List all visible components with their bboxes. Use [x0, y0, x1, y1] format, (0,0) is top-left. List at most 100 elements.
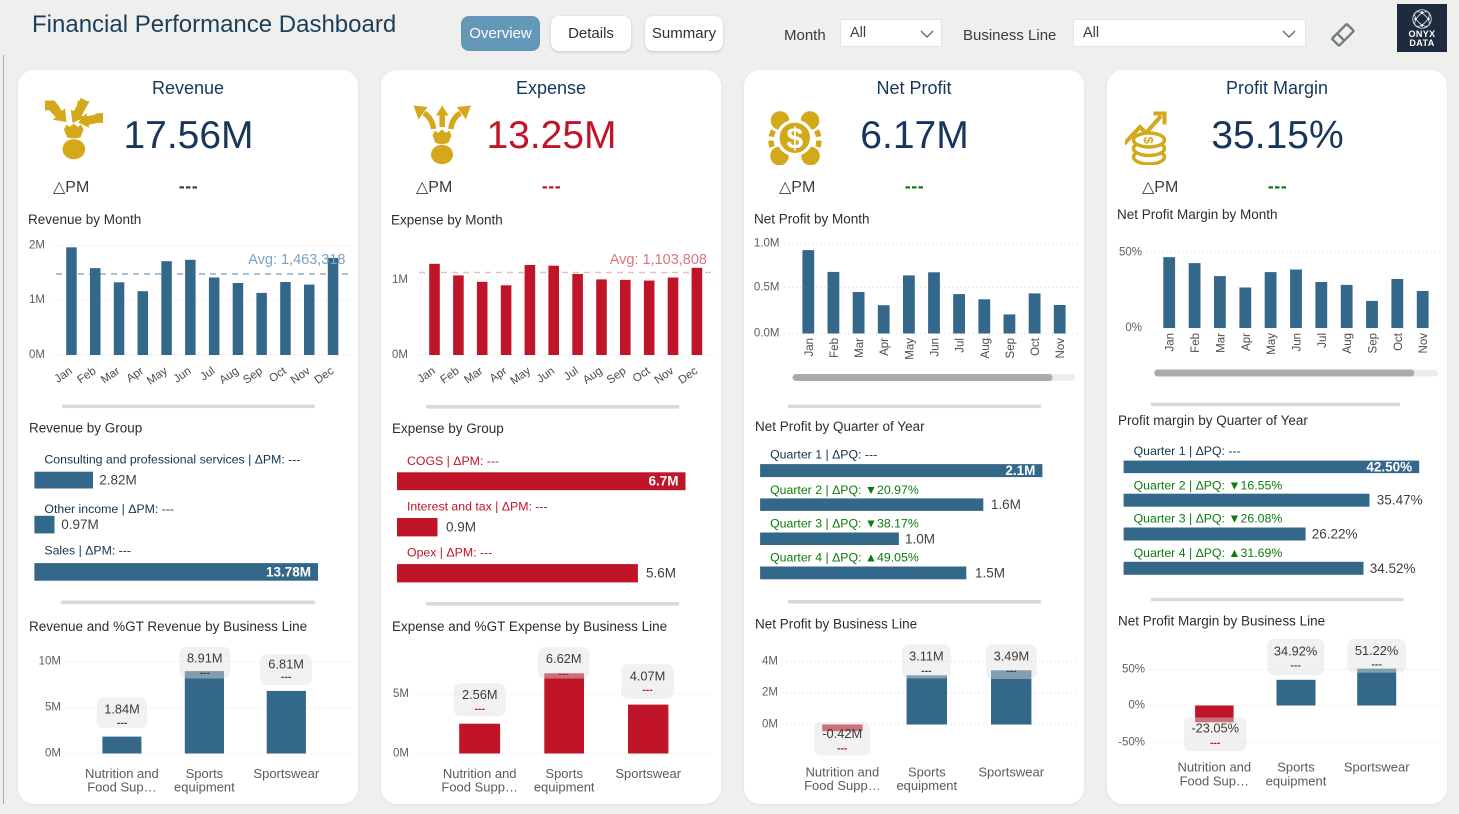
svg-text:$: $ [1141, 137, 1156, 145]
svg-text:1M: 1M [392, 274, 408, 286]
svg-text:35.47%: 35.47% [1377, 493, 1423, 508]
svg-text:Aug: Aug [217, 365, 241, 387]
svg-text:equipment: equipment [1266, 773, 1327, 788]
svg-text:Consulting and professional se: Consulting and professional services | Δ… [44, 453, 300, 467]
svg-text:1.5M: 1.5M [975, 565, 1005, 580]
svg-text:Jul: Jul [562, 365, 581, 383]
svg-text:0.5M: 0.5M [754, 282, 780, 294]
svg-text:42.50%: 42.50% [1366, 459, 1412, 474]
svg-text:Apr: Apr [488, 365, 510, 385]
svg-text:Sep: Sep [1368, 333, 1380, 353]
svg-text:Net Profit Margin by Business: Net Profit Margin by Business Line [1118, 614, 1325, 629]
svg-text:Quarter 4 | ΔPQ: ▲31.69%: Quarter 4 | ΔPQ: ▲31.69% [1134, 546, 1283, 560]
svg-text:Food Sup…: Food Sup… [1180, 773, 1249, 788]
svg-text:Sports: Sports [1277, 760, 1315, 775]
svg-text:50%: 50% [1122, 664, 1145, 676]
svg-text:Sportswear: Sportswear [1344, 760, 1410, 775]
svg-text:-0.42M: -0.42M [822, 726, 862, 741]
svg-text:---: --- [642, 684, 653, 696]
svg-text:May: May [145, 365, 170, 387]
svg-text:Quarter 2 | ΔPQ: ▼16.55%: Quarter 2 | ΔPQ: ▼16.55% [1134, 478, 1283, 492]
svg-text:Food Supp…: Food Supp… [441, 780, 518, 795]
svg-text:0%: 0% [1125, 322, 1142, 334]
svg-text:Avg: 1,463,318: Avg: 1,463,318 [248, 252, 345, 268]
svg-text:0M: 0M [45, 748, 61, 760]
svg-text:Sportswear: Sportswear [253, 766, 319, 781]
svg-text:50%: 50% [1119, 247, 1142, 259]
svg-text:Mar: Mar [462, 365, 485, 386]
svg-text:2.56M: 2.56M [462, 687, 498, 702]
svg-text:Jul: Jul [955, 338, 967, 353]
svg-text:0.9M: 0.9M [446, 520, 476, 535]
svg-text:---: --- [200, 667, 211, 679]
svg-text:Jun: Jun [1292, 333, 1304, 352]
svg-text:Apr: Apr [879, 338, 891, 356]
svg-text:$: $ [786, 123, 803, 156]
svg-text:Apr: Apr [1241, 333, 1253, 351]
svg-text:Jun: Jun [535, 365, 557, 385]
svg-text:2M: 2M [762, 687, 778, 699]
svg-text:Expense and %GT Expense by Bus: Expense and %GT Expense by Business Line [392, 619, 667, 634]
svg-text:Feb: Feb [438, 365, 461, 386]
svg-text:4.07M: 4.07M [630, 669, 666, 684]
svg-text:1.6M: 1.6M [991, 497, 1021, 512]
svg-text:Sports: Sports [545, 766, 583, 781]
svg-text:---: --- [475, 703, 486, 715]
svg-text:Jul: Jul [198, 365, 217, 383]
svg-text:2.1M: 2.1M [1005, 463, 1035, 478]
svg-text:Net Profit Margin by Month: Net Profit Margin by Month [1117, 207, 1278, 222]
svg-text:Food Sup…: Food Sup… [87, 780, 156, 795]
svg-text:---: --- [837, 743, 848, 755]
svg-text:Quarter 2 | ΔPQ: ▼20.97%: Quarter 2 | ΔPQ: ▼20.97% [770, 483, 919, 497]
svg-text:1.0M: 1.0M [754, 238, 780, 250]
svg-text:Nov: Nov [289, 365, 313, 387]
svg-text:1.84M: 1.84M [104, 701, 140, 716]
svg-text:Sportswear: Sportswear [615, 766, 681, 781]
svg-text:34.52%: 34.52% [1370, 561, 1416, 576]
svg-text:Mar: Mar [99, 365, 122, 386]
svg-text:0M: 0M [29, 349, 45, 361]
svg-text:Sportswear: Sportswear [978, 765, 1044, 780]
svg-text:6.7M: 6.7M [648, 474, 678, 489]
svg-text:26.22%: 26.22% [1312, 527, 1358, 542]
svg-text:Nov: Nov [1418, 333, 1430, 354]
svg-text:5M: 5M [393, 688, 409, 700]
svg-text:1M: 1M [29, 294, 45, 306]
svg-text:Quarter 1 | ΔPQ: ---: Quarter 1 | ΔPQ: --- [770, 448, 877, 462]
svg-text:51.22%: 51.22% [1355, 643, 1398, 658]
svg-text:Nutrition and: Nutrition and [806, 765, 880, 780]
svg-text:Sep: Sep [1005, 338, 1017, 358]
svg-text:6.81M: 6.81M [268, 657, 304, 672]
svg-text:-50%: -50% [1118, 736, 1145, 748]
svg-text:---: --- [921, 665, 932, 677]
svg-text:Jan: Jan [53, 365, 75, 385]
svg-text:Jun: Jun [172, 365, 194, 385]
svg-text:Mar: Mar [854, 338, 866, 358]
svg-text:0M: 0M [762, 719, 778, 731]
svg-text:ONYX: ONYX [1408, 29, 1435, 39]
svg-text:---: --- [117, 717, 128, 729]
svg-text:Interest and tax | ΔPM: ---: Interest and tax | ΔPM: --- [407, 500, 548, 514]
svg-text:Revenue by Month: Revenue by Month [28, 212, 141, 227]
svg-text:Revenue by Group: Revenue by Group [29, 421, 142, 436]
svg-text:Quarter 4 | ΔPQ: ▲49.05%: Quarter 4 | ΔPQ: ▲49.05% [770, 551, 919, 565]
svg-text:Feb: Feb [829, 338, 841, 358]
svg-text:COGS | ΔPM: ---: COGS | ΔPM: --- [407, 454, 499, 468]
svg-text:10M: 10M [39, 656, 61, 668]
svg-text:Avg: 1,103,808: Avg: 1,103,808 [610, 252, 707, 268]
svg-text:Jun: Jun [930, 338, 942, 357]
svg-text:Sales | ΔPM: ---: Sales | ΔPM: --- [44, 543, 131, 557]
svg-text:May: May [508, 365, 533, 387]
svg-text:---: --- [1290, 659, 1301, 671]
svg-text:Other income | ΔPM: ---: Other income | ΔPM: --- [44, 502, 174, 516]
svg-text:-23.05%: -23.05% [1191, 721, 1239, 736]
svg-text:5M: 5M [45, 702, 61, 714]
svg-text:Feb: Feb [1190, 333, 1202, 353]
svg-text:4M: 4M [762, 656, 778, 668]
svg-text:Oct: Oct [631, 365, 653, 386]
svg-text:Expense by Group: Expense by Group [392, 421, 504, 436]
svg-text:Aug: Aug [581, 365, 605, 387]
svg-text:---: --- [1371, 659, 1382, 671]
svg-text:Revenue and %GT Revenue by Bus: Revenue and %GT Revenue by Business Line [29, 619, 307, 634]
svg-text:Sep: Sep [605, 365, 629, 387]
